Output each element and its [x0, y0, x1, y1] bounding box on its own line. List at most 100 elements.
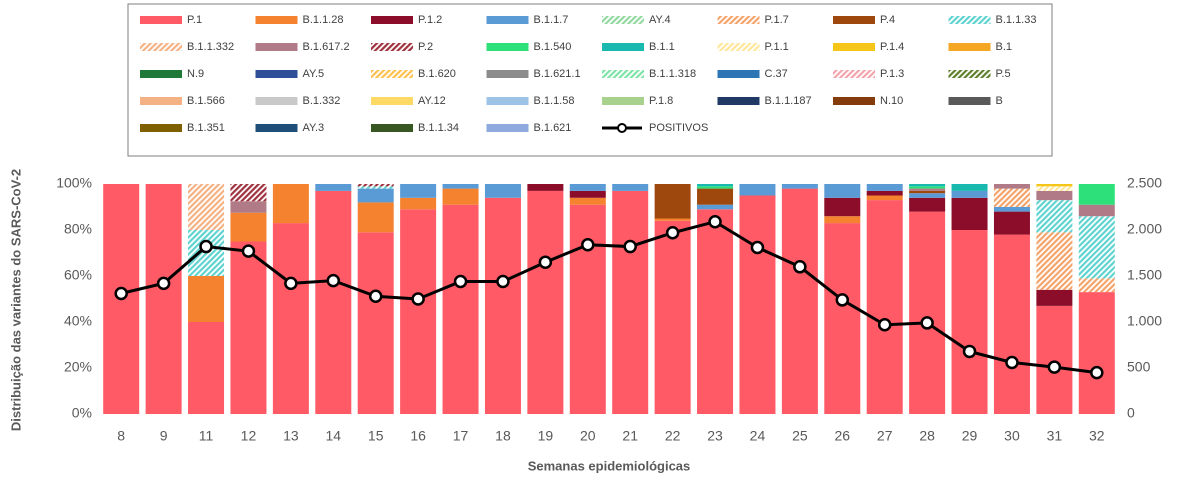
x-tick-label: 24	[750, 428, 766, 444]
legend-label: B.1.332	[303, 95, 341, 107]
legend-label: B.1	[996, 41, 1013, 53]
bar-segment	[1078, 204, 1115, 217]
legend-swatch	[717, 43, 760, 51]
x-tick-label: 31	[1047, 428, 1063, 444]
legend-swatch	[486, 43, 529, 51]
legend-label: N.9	[187, 68, 204, 80]
legend-label: B.1.1.58	[534, 95, 575, 107]
line-marker	[496, 274, 510, 289]
bar-segment	[993, 234, 1030, 414]
bar-segment	[1036, 305, 1073, 414]
bar-segment	[357, 186, 394, 189]
x-tick-label: 11	[199, 428, 214, 444]
legend-label: B.1.1.34	[418, 122, 459, 134]
legend-label: B.1.1.187	[765, 95, 812, 107]
bar-segment	[315, 184, 352, 191]
legend-swatch	[140, 70, 182, 78]
bar-segment	[1036, 289, 1073, 306]
legend-label: B.1.540	[534, 41, 572, 53]
legend-label: B.1.1.33	[996, 14, 1037, 26]
x-axis-title: Semanas epidemiológicas	[528, 458, 691, 473]
legend-swatch	[486, 124, 529, 132]
bar-segment	[188, 322, 225, 414]
x-tick-label: 26	[835, 428, 851, 444]
bar-segment	[993, 207, 1030, 212]
x-tick-label: 16	[410, 428, 426, 444]
line-marker	[114, 286, 128, 301]
line-marker	[538, 255, 553, 269]
bar-segment	[909, 190, 946, 194]
legend-label: N.10	[880, 95, 903, 107]
bar-segment	[697, 188, 734, 205]
legend-label: P.1.3	[880, 68, 904, 80]
legend-swatch	[371, 70, 413, 78]
legend-swatch	[486, 16, 529, 24]
bar-segment	[1036, 186, 1073, 191]
bar-segment	[1078, 278, 1115, 293]
line-marker	[326, 273, 341, 288]
bar-segment	[697, 209, 734, 414]
line-marker	[708, 214, 722, 229]
x-tick-label: 23	[707, 428, 723, 444]
bar-segment	[357, 202, 394, 233]
bar-segment	[230, 241, 267, 414]
x-tick-label: 18	[495, 428, 511, 444]
bar-segment	[527, 190, 564, 414]
bar-segment	[654, 184, 691, 219]
bar-segment	[654, 220, 691, 414]
bar-segment	[188, 184, 225, 230]
legend-label: B.1.1	[649, 41, 675, 53]
line-marker	[1047, 360, 1062, 374]
legend-swatch	[255, 124, 298, 132]
line	[120, 220, 1097, 375]
line-marker	[1090, 365, 1104, 380]
legend-label: B.1.1.28	[303, 14, 344, 26]
bar-segment	[866, 200, 903, 414]
line-marker	[453, 274, 468, 289]
line-marker	[793, 260, 807, 274]
legend-swatch	[371, 16, 413, 24]
y-tick-label: 0%	[72, 405, 92, 421]
legend-swatch	[948, 70, 991, 78]
legend-label: B	[996, 95, 1003, 107]
bar-segment	[442, 204, 479, 414]
legend-swatch	[486, 70, 529, 78]
legend-swatch	[140, 43, 182, 51]
x-tick-label: 12	[241, 428, 257, 444]
legend-label: P.1.7	[765, 14, 789, 26]
bar-segment	[442, 184, 479, 189]
x-tick-label: 13	[283, 428, 299, 444]
bar-segment	[909, 186, 946, 189]
legend-label: B.1.566	[187, 95, 225, 107]
y2-tick-label: 0	[1127, 405, 1135, 421]
legend-swatch	[602, 97, 644, 105]
x-tick-label: 32	[1089, 428, 1105, 444]
legend-swatch	[948, 97, 991, 105]
line-marker	[241, 244, 256, 258]
line-marker	[411, 292, 425, 306]
legend-label: C.37	[765, 68, 788, 80]
bar-segment	[951, 197, 988, 230]
bar-segment	[866, 195, 903, 201]
x-tick-label: 9	[160, 428, 168, 444]
legend-label: POSITIVOS	[649, 122, 708, 134]
bar-segment	[230, 212, 267, 242]
bar-segment	[909, 193, 946, 198]
bar-segment	[400, 197, 437, 210]
bar-segment	[824, 184, 861, 198]
bar-segment	[739, 195, 776, 414]
bar-segment	[1078, 292, 1115, 414]
legend-swatch	[602, 43, 644, 51]
bar-segment	[697, 184, 734, 187]
x-tick-label: 15	[368, 428, 384, 444]
legend-swatch	[486, 97, 529, 105]
bar-segment	[230, 201, 267, 213]
bar-segment	[1036, 190, 1073, 201]
line-marker	[368, 289, 383, 303]
y-tick-label: 80%	[64, 221, 92, 237]
legend-label: P.1.8	[649, 95, 673, 107]
bar-segment	[1036, 200, 1073, 233]
legend-marker	[617, 123, 627, 133]
legend-swatch	[140, 97, 182, 105]
